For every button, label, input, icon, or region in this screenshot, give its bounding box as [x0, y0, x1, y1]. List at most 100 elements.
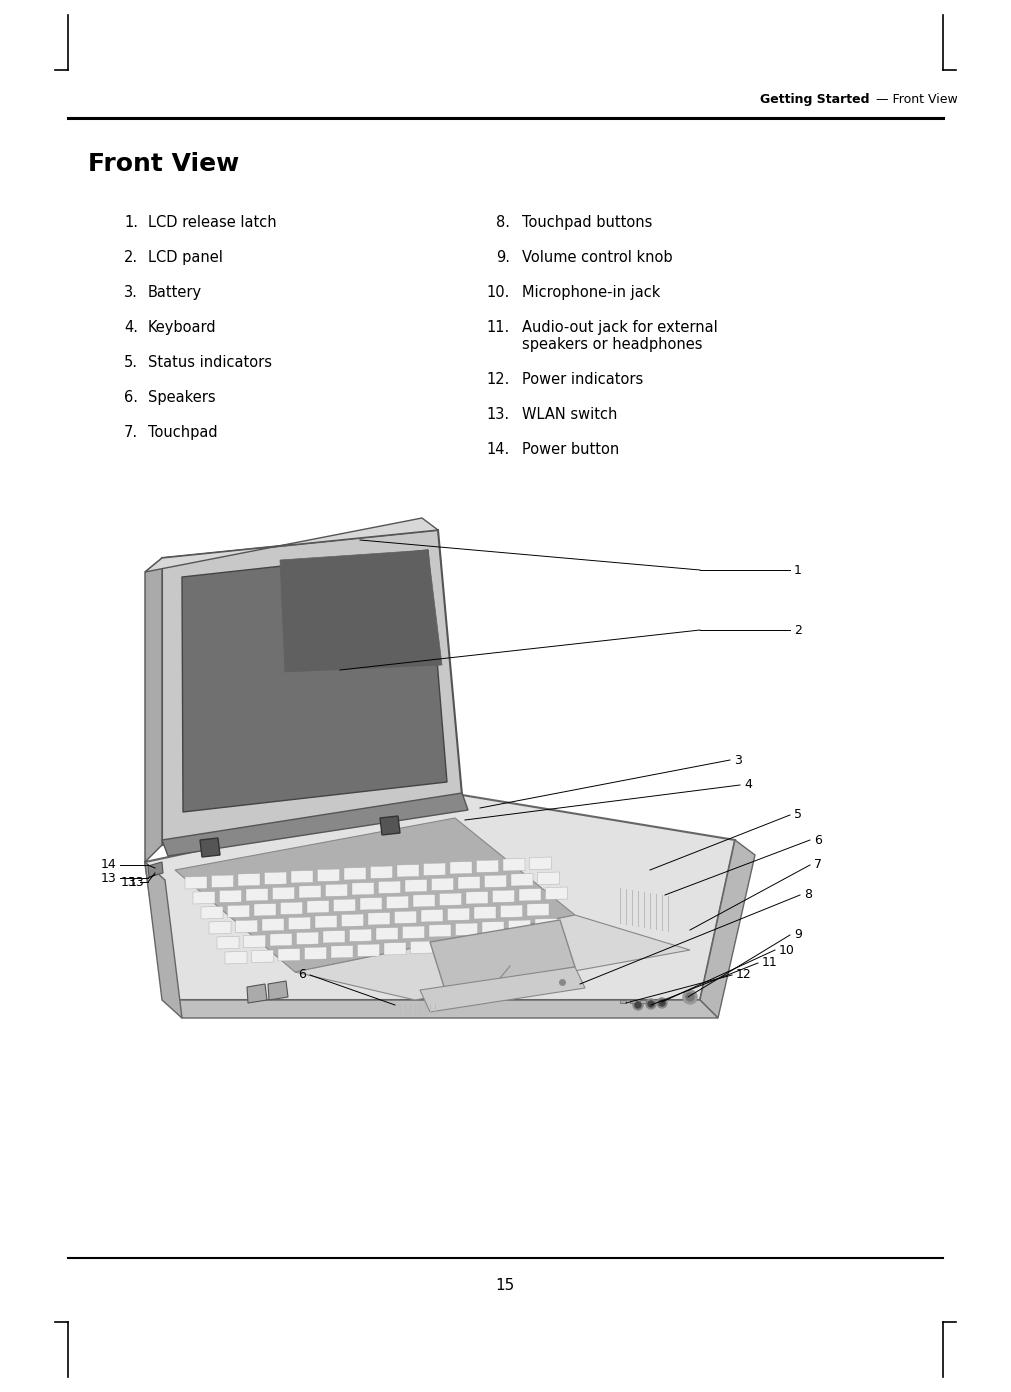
Polygon shape: [405, 880, 427, 892]
Text: 13: 13: [100, 871, 116, 884]
Circle shape: [633, 999, 643, 1011]
Text: Power indicators: Power indicators: [522, 372, 643, 387]
Text: Front View: Front View: [88, 152, 240, 175]
Polygon shape: [370, 866, 392, 878]
Text: 6.: 6.: [124, 390, 137, 405]
Polygon shape: [535, 919, 557, 931]
Polygon shape: [380, 816, 400, 835]
Circle shape: [686, 992, 694, 1001]
Polygon shape: [410, 941, 433, 954]
Text: 13: 13: [120, 876, 136, 888]
Polygon shape: [219, 889, 242, 902]
Polygon shape: [440, 894, 461, 906]
Polygon shape: [270, 934, 292, 947]
Polygon shape: [252, 949, 274, 962]
Text: 9.: 9.: [496, 251, 510, 264]
Polygon shape: [288, 917, 310, 930]
Polygon shape: [378, 881, 400, 894]
Polygon shape: [466, 891, 488, 903]
Polygon shape: [476, 860, 498, 873]
Polygon shape: [315, 916, 337, 928]
Polygon shape: [217, 937, 239, 949]
Polygon shape: [474, 906, 496, 919]
Text: Getting Started: Getting Started: [760, 93, 870, 106]
Text: Battery: Battery: [148, 285, 202, 301]
Polygon shape: [209, 922, 231, 934]
Polygon shape: [517, 935, 539, 948]
Polygon shape: [254, 903, 276, 916]
Text: Microphone-in jack: Microphone-in jack: [522, 285, 660, 301]
Polygon shape: [368, 913, 390, 926]
Text: Audio-out jack for external
speakers or headphones: Audio-out jack for external speakers or …: [522, 320, 718, 352]
Text: Keyboard: Keyboard: [148, 320, 216, 335]
Text: 2: 2: [794, 624, 802, 636]
Polygon shape: [342, 915, 364, 927]
Polygon shape: [317, 869, 340, 881]
Polygon shape: [236, 920, 258, 933]
Text: 12.: 12.: [486, 372, 510, 387]
Polygon shape: [265, 871, 286, 884]
Polygon shape: [238, 874, 260, 885]
Polygon shape: [323, 930, 345, 942]
Polygon shape: [430, 920, 575, 990]
Text: 15: 15: [495, 1278, 515, 1293]
Polygon shape: [538, 871, 559, 884]
Text: 8: 8: [804, 888, 812, 902]
Polygon shape: [211, 876, 234, 888]
Text: LCD release latch: LCD release latch: [148, 214, 277, 230]
Text: 1.: 1.: [124, 214, 137, 230]
Polygon shape: [145, 795, 735, 999]
Polygon shape: [225, 952, 247, 965]
Text: 3: 3: [734, 753, 742, 767]
Polygon shape: [148, 862, 163, 877]
Polygon shape: [543, 934, 565, 947]
Polygon shape: [492, 889, 515, 902]
Text: — Front View: — Front View: [872, 93, 957, 106]
Polygon shape: [429, 924, 451, 937]
Bar: [630, 999, 636, 1004]
Text: 7.: 7.: [124, 425, 137, 440]
Polygon shape: [175, 818, 575, 972]
Text: 5.: 5.: [124, 355, 137, 370]
Polygon shape: [700, 839, 755, 1018]
Text: 11: 11: [762, 956, 777, 969]
Polygon shape: [490, 937, 512, 949]
Polygon shape: [421, 909, 443, 922]
Polygon shape: [145, 862, 182, 1018]
Polygon shape: [165, 999, 718, 1018]
Polygon shape: [296, 933, 318, 945]
Text: WLAN switch: WLAN switch: [522, 406, 618, 422]
Polygon shape: [162, 530, 462, 845]
Polygon shape: [509, 920, 531, 933]
Text: 11.: 11.: [486, 320, 510, 335]
Polygon shape: [227, 905, 250, 917]
Polygon shape: [420, 967, 585, 1012]
Polygon shape: [386, 896, 408, 909]
Circle shape: [659, 999, 665, 1006]
Text: 14.: 14.: [486, 443, 510, 457]
Polygon shape: [360, 898, 382, 910]
Text: 6: 6: [298, 969, 306, 981]
Polygon shape: [291, 870, 313, 883]
Polygon shape: [200, 838, 220, 857]
Text: Touchpad buttons: Touchpad buttons: [522, 214, 652, 230]
Polygon shape: [145, 518, 438, 572]
Polygon shape: [280, 902, 302, 915]
Polygon shape: [295, 915, 690, 999]
Polygon shape: [519, 888, 541, 901]
Polygon shape: [376, 927, 398, 940]
Polygon shape: [246, 888, 268, 901]
Text: Power button: Power button: [522, 443, 620, 457]
Polygon shape: [185, 877, 207, 889]
Text: Touchpad: Touchpad: [148, 425, 217, 440]
Polygon shape: [432, 878, 454, 891]
Text: Status indicators: Status indicators: [148, 355, 272, 370]
Text: 10: 10: [779, 944, 795, 956]
Polygon shape: [394, 910, 417, 923]
Polygon shape: [331, 945, 353, 958]
Polygon shape: [280, 550, 442, 672]
Text: 8.: 8.: [496, 214, 510, 230]
Polygon shape: [413, 895, 435, 908]
Polygon shape: [326, 884, 348, 896]
Polygon shape: [182, 550, 447, 812]
